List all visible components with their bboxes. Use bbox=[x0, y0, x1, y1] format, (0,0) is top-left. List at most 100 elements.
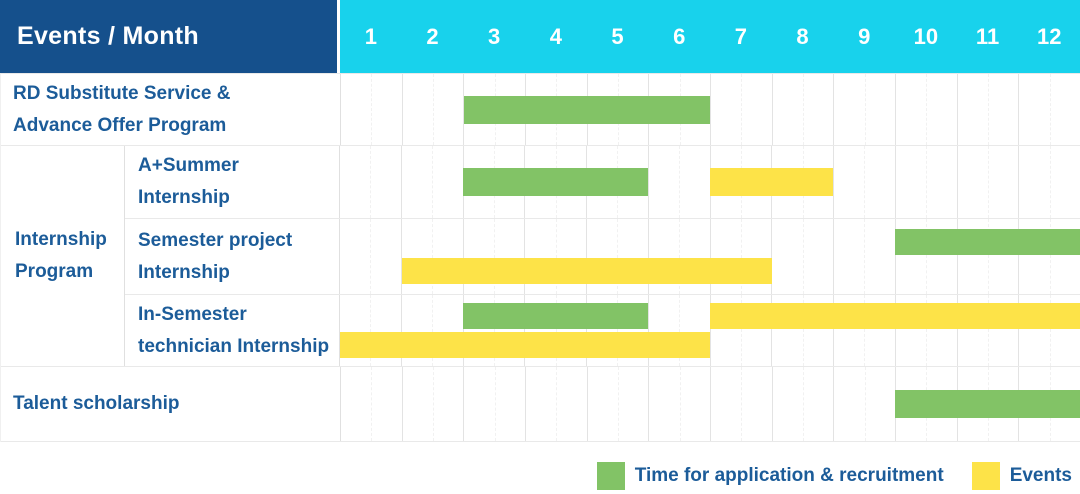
month-header-cell: 7 bbox=[734, 23, 747, 49]
month-grid-cell bbox=[647, 146, 710, 218]
gantt-bar-yellow bbox=[401, 258, 772, 284]
month-grid-cell bbox=[833, 146, 895, 218]
row-label-semester-project-internship: Semester project Internship bbox=[125, 219, 340, 294]
month-grid-cell bbox=[400, 146, 463, 218]
month-header-cell: 6 bbox=[673, 23, 686, 49]
month-grid-cell bbox=[771, 74, 834, 145]
month-grid-cell bbox=[771, 219, 833, 294]
month-header-cell: 8 bbox=[796, 23, 809, 49]
row-label-line: Semester project bbox=[138, 229, 293, 251]
gantt-bar-yellow bbox=[340, 332, 710, 358]
month-grid-cell bbox=[586, 219, 648, 294]
month-grid-cell bbox=[341, 367, 402, 441]
gantt-track bbox=[340, 219, 1080, 294]
row-label-line: technician Internship bbox=[138, 335, 330, 357]
month-grid-cell bbox=[524, 295, 586, 366]
group-label-line: Internship bbox=[15, 229, 107, 250]
month-grid-cell bbox=[833, 74, 895, 145]
legend-label: Time for application & recruitment bbox=[634, 465, 944, 486]
month-header-cell: 2 bbox=[426, 23, 439, 49]
row-label-line: Internship bbox=[138, 187, 230, 208]
row-label-a-summer-internship: A+Summer Internship bbox=[125, 146, 340, 218]
gantt-track bbox=[340, 146, 1080, 218]
month-grid-cell bbox=[710, 367, 772, 441]
table-body: RD Substitute Service & Advance Offer Pr… bbox=[0, 73, 1080, 442]
month-grid-cell bbox=[710, 74, 772, 145]
month-header-cell: 10 bbox=[913, 23, 939, 49]
gantt-bar-yellow bbox=[710, 168, 834, 196]
table-row: Semester project Internship bbox=[125, 218, 1080, 294]
legend-item-events: Events bbox=[971, 462, 1072, 490]
month-grid-cell bbox=[400, 219, 463, 294]
month-grid-cell bbox=[340, 219, 401, 294]
legend-label: Events bbox=[1009, 465, 1072, 486]
gantt-bar-yellow bbox=[710, 303, 1080, 329]
month-grid-cell bbox=[1018, 219, 1080, 294]
month-grid-cell bbox=[771, 295, 833, 366]
month-grid-cell bbox=[647, 219, 710, 294]
month-grid-cell bbox=[525, 367, 587, 441]
month-grid-cell bbox=[709, 219, 772, 294]
month-grid-cell bbox=[340, 295, 401, 366]
month-grid-cell bbox=[956, 219, 1019, 294]
month-grid-cell bbox=[462, 295, 525, 366]
month-grid-cell bbox=[341, 74, 402, 145]
table-row: In-Semester technician Internship bbox=[125, 294, 1080, 366]
month-grid-cell bbox=[833, 219, 895, 294]
row-label-line: RD Substitute Service & bbox=[13, 82, 231, 104]
month-header-cell: 9 bbox=[858, 23, 871, 49]
month-grid-cell bbox=[400, 295, 463, 366]
events-month-header: Events / Month bbox=[0, 0, 340, 73]
gantt-bar-green bbox=[464, 95, 711, 124]
table-row: RD Substitute Service & Advance Offer Pr… bbox=[1, 74, 1080, 146]
month-header-cell: 11 bbox=[975, 23, 1000, 49]
month-header-cell: 5 bbox=[611, 23, 624, 49]
month-grid-cell bbox=[771, 367, 834, 441]
table-row: Talent scholarship bbox=[1, 367, 1080, 442]
month-header-cell: 1 bbox=[364, 23, 377, 49]
month-grid-cell bbox=[586, 295, 648, 366]
month-grid-cell bbox=[894, 295, 957, 366]
month-grid-cell bbox=[401, 74, 464, 145]
group-label-internship-program: Internship Program bbox=[1, 146, 125, 366]
row-label-line: A+Summer bbox=[138, 155, 239, 176]
yellow-swatch-icon bbox=[971, 462, 1000, 490]
month-header-strip: 1 2 3 4 5 6 7 8 9 10 11 12 bbox=[340, 0, 1080, 73]
gantt-bar-green bbox=[463, 303, 649, 329]
month-grid-cell bbox=[956, 146, 1019, 218]
month-grid-cell bbox=[340, 146, 401, 218]
gantt-bar-green bbox=[463, 168, 649, 196]
group-subrows: A+Summer Internship Semester project Int… bbox=[125, 146, 1080, 366]
month-grid-cell bbox=[1018, 74, 1080, 145]
month-grid-cell bbox=[463, 367, 525, 441]
month-grid-cell bbox=[586, 367, 649, 441]
gantt-track bbox=[340, 295, 1080, 366]
month-grid-cell bbox=[894, 219, 957, 294]
row-label-line: In-Semester bbox=[138, 303, 247, 325]
month-grid-cell bbox=[1018, 295, 1080, 366]
month-grid-cell bbox=[833, 367, 895, 441]
month-grid-cell bbox=[401, 367, 464, 441]
month-header-cell: 4 bbox=[549, 23, 562, 49]
row-label-rd-substitute: RD Substitute Service & Advance Offer Pr… bbox=[1, 74, 341, 145]
internship-program-group: Internship Program A+Summer Internship S… bbox=[1, 146, 1080, 367]
legend: Time for application & recruitment Event… bbox=[0, 442, 1080, 490]
month-grid-cell bbox=[648, 367, 710, 441]
gantt-bar-green bbox=[895, 390, 1080, 418]
month-grid-cell bbox=[709, 295, 772, 366]
row-label-line: Talent scholarship bbox=[13, 393, 180, 414]
row-label-talent-scholarship: Talent scholarship bbox=[1, 367, 341, 441]
month-grid-cell bbox=[833, 295, 895, 366]
month-grid-cell bbox=[895, 74, 957, 145]
group-label-line: Program bbox=[15, 261, 94, 282]
gantt-bar-green bbox=[895, 229, 1080, 255]
month-header-cell: 3 bbox=[488, 23, 501, 49]
month-grid-cell bbox=[956, 295, 1019, 366]
month-grid-cell bbox=[647, 295, 710, 366]
row-label-in-semester-technician-internship: In-Semester technician Internship bbox=[125, 295, 340, 366]
legend-item-application-recruitment: Time for application & recruitment bbox=[596, 462, 944, 490]
month-header-cell: 12 bbox=[1036, 23, 1062, 49]
row-label-line: Advance Offer Program bbox=[13, 114, 227, 136]
table-header: Events / Month 1 2 3 4 5 6 7 8 9 10 11 12 bbox=[0, 0, 1080, 73]
